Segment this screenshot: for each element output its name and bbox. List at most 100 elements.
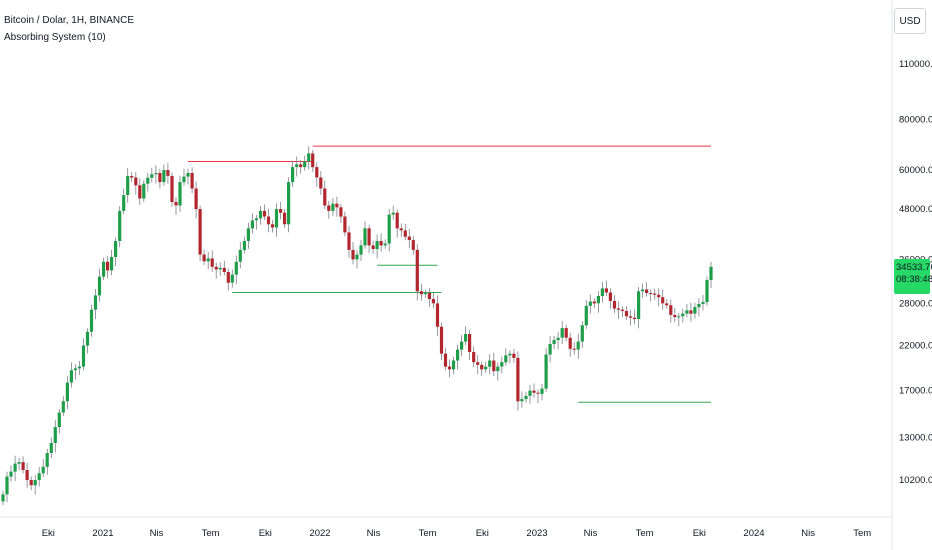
candle (126, 168, 130, 203)
candle (552, 335, 556, 349)
candle (311, 149, 315, 173)
candle (407, 228, 411, 248)
candle (138, 178, 142, 205)
candle (367, 224, 371, 254)
candle (65, 376, 69, 410)
time-tick-label: Tem (419, 528, 437, 539)
candle (122, 188, 126, 215)
price-tick-label: 80000.00 (899, 115, 932, 126)
symbol-title[interactable]: Bitcoin / Dolar, 1H, BINANCE (4, 15, 135, 26)
candle (383, 239, 387, 249)
candle (178, 175, 182, 212)
candle (291, 160, 295, 188)
candle (242, 236, 246, 254)
candle (447, 359, 452, 378)
price-tick-label: 17000.00 (899, 386, 932, 397)
candle (681, 308, 685, 323)
candle (484, 361, 488, 373)
candle (480, 361, 484, 376)
candle (588, 294, 592, 314)
candle (250, 213, 254, 234)
price-tick-label: 28000.00 (899, 298, 932, 309)
candle (496, 362, 500, 381)
candle (134, 171, 138, 195)
time-tick-label: Nis (801, 528, 815, 539)
candle (451, 357, 456, 375)
candle (472, 346, 476, 368)
candle (110, 249, 114, 276)
candle (307, 146, 311, 170)
candle (41, 459, 45, 477)
candle (456, 344, 460, 370)
candle (262, 204, 267, 220)
candle (335, 196, 339, 217)
candle (468, 329, 472, 360)
candle (624, 306, 629, 320)
candle (331, 198, 335, 216)
candle (97, 268, 102, 302)
candle (653, 288, 657, 300)
time-tick-label: Tem (636, 528, 654, 539)
candle (214, 262, 218, 279)
candle (387, 209, 391, 252)
candle (697, 298, 701, 317)
candle (106, 256, 110, 279)
time-tick-label: 2023 (526, 528, 547, 539)
candle (399, 223, 403, 237)
indicator-label[interactable]: Absorbing System (10) (4, 32, 106, 43)
time-tick-label: Eki (693, 528, 706, 539)
time-tick-label: 2021 (92, 528, 113, 539)
candle (315, 162, 319, 187)
candle (633, 309, 637, 324)
candle (669, 299, 673, 323)
candle (536, 389, 540, 404)
candle (532, 383, 536, 398)
candle (705, 276, 709, 306)
candle (371, 240, 375, 254)
candle (174, 197, 178, 215)
candle (564, 324, 568, 342)
candle (266, 208, 271, 233)
candle (355, 250, 359, 269)
price-tick-label: 22000.00 (899, 341, 932, 352)
candle (540, 383, 544, 401)
candle (33, 475, 37, 495)
candle (154, 165, 158, 184)
candle (572, 342, 576, 355)
candle (327, 201, 331, 219)
candle (57, 409, 61, 434)
candle (287, 177, 291, 233)
candle (299, 160, 303, 174)
candle (303, 155, 307, 171)
bar-countdown: 08:38:48 (896, 274, 932, 285)
candle (17, 457, 21, 471)
currency-button[interactable]: USD (894, 8, 926, 34)
candle (279, 202, 283, 220)
candle (29, 476, 33, 491)
candle (403, 224, 407, 241)
candle (645, 282, 649, 297)
candle (528, 385, 532, 404)
candle (689, 302, 693, 322)
time-tick-label: Nis (150, 528, 164, 539)
price-tick-label: 13000.00 (899, 433, 932, 444)
candle (492, 352, 496, 377)
candle (102, 257, 106, 281)
candle (504, 348, 508, 366)
candle (162, 164, 166, 186)
candle (246, 222, 250, 249)
candle (343, 211, 347, 236)
candle (524, 391, 528, 403)
candle (222, 260, 226, 276)
candle (685, 304, 689, 318)
candle (146, 172, 150, 192)
candle (612, 295, 617, 314)
candle (476, 355, 480, 375)
candle (576, 333, 580, 359)
candle (391, 205, 395, 220)
candle (604, 280, 608, 296)
candle (283, 209, 287, 228)
time-tick-label: Eki (476, 528, 489, 539)
candle (61, 396, 65, 417)
